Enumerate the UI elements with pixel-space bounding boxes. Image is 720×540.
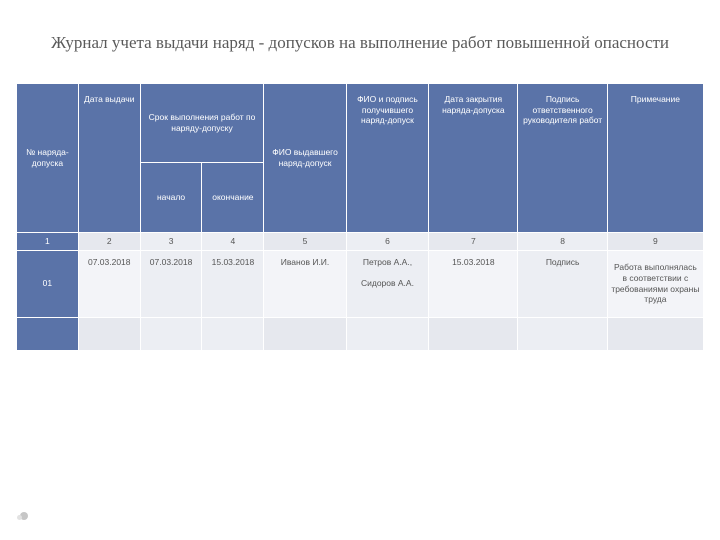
col-header-issued: Дата выдачи [78,83,140,232]
cell-sign: Подпись [518,250,607,317]
col-num-7: 7 [429,232,518,250]
col-header-note: Примечание [607,83,703,232]
col-num-8: 8 [518,232,607,250]
cell-start [140,317,202,350]
col-num-6: 6 [346,232,428,250]
cell-receiver [346,317,428,350]
cell-closed: 15.03.2018 [429,250,518,317]
col-num-4: 4 [202,232,264,250]
table-number-row: 1 2 3 4 5 6 7 8 9 [17,232,704,250]
col-header-no: № наряда- допуска [17,83,79,232]
cell-closed [429,317,518,350]
col-header-end: окончание [202,162,264,232]
col-header-start: начало [140,162,202,232]
col-header-sign: Подпись ответственного руководителя рабо… [518,83,607,232]
col-header-issuer: ФИО выдавшего наряд-допуск [264,83,346,232]
col-header-closed: Дата закрытия наряда-допуска [429,83,518,232]
slide-decoration-dot [20,512,28,520]
cell-start: 07.03.2018 [140,250,202,317]
permit-log-table: № наряда- допуска Дата выдачи Срок выпол… [16,83,704,351]
col-num-2: 2 [78,232,140,250]
cell-sign [518,317,607,350]
cell-issued: 07.03.2018 [78,250,140,317]
col-header-receiver: ФИО и подпись получившего наряд-допуск [346,83,428,232]
cell-no: 01 [17,250,79,317]
table-row: 01 07.03.2018 07.03.2018 15.03.2018 Иван… [17,250,704,317]
cell-no [17,317,79,350]
cell-note [607,317,703,350]
permit-log-table-container: № наряда- допуска Дата выдачи Срок выпол… [0,75,720,351]
cell-issued [78,317,140,350]
cell-note: Работа выполнялась в соответствии с треб… [607,250,703,317]
col-num-3: 3 [140,232,202,250]
col-num-5: 5 [264,232,346,250]
cell-receiver: Петров А.А., Сидоров А.А. [346,250,428,317]
cell-issuer: Иванов И.И. [264,250,346,317]
col-num-1: 1 [17,232,79,250]
table-header-row: № наряда- допуска Дата выдачи Срок выпол… [17,83,704,162]
table-row [17,317,704,350]
col-num-9: 9 [607,232,703,250]
cell-end [202,317,264,350]
cell-end: 15.03.2018 [202,250,264,317]
cell-issuer [264,317,346,350]
page-title: Журнал учета выдачи наряд - допусков на … [0,0,720,75]
col-header-period-group: Срок выполнения работ по наряду-допуску [140,83,264,162]
